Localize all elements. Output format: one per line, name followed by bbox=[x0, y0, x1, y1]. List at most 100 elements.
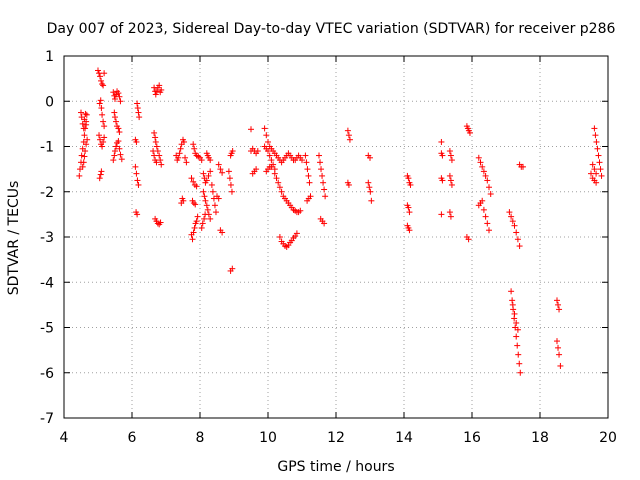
data-point bbox=[176, 150, 183, 157]
data-point bbox=[189, 236, 196, 243]
data-point bbox=[303, 159, 310, 166]
data-point bbox=[511, 222, 518, 229]
data-point bbox=[346, 136, 353, 143]
data-point bbox=[447, 213, 454, 220]
data-point bbox=[181, 138, 188, 145]
data-point bbox=[112, 114, 118, 121]
data-point bbox=[219, 229, 226, 236]
data-point bbox=[302, 152, 309, 159]
data-point bbox=[254, 148, 261, 155]
data-point bbox=[321, 186, 328, 193]
data-point bbox=[405, 204, 412, 211]
data-point bbox=[132, 163, 139, 170]
data-point bbox=[212, 209, 219, 216]
data-point bbox=[150, 148, 157, 155]
data-point bbox=[157, 157, 164, 164]
data-point bbox=[516, 243, 523, 250]
data-point bbox=[205, 172, 212, 179]
data-point bbox=[406, 227, 413, 234]
y-tick-label: -3 bbox=[40, 230, 54, 246]
data-point bbox=[275, 179, 282, 186]
data-point bbox=[191, 224, 198, 231]
data-point bbox=[447, 152, 454, 159]
data-point bbox=[320, 179, 327, 186]
data-point bbox=[78, 152, 85, 159]
data-point bbox=[117, 151, 124, 158]
data-point bbox=[133, 138, 140, 145]
data-point bbox=[368, 197, 375, 204]
data-point bbox=[98, 168, 105, 175]
data-point bbox=[101, 70, 108, 77]
data-point bbox=[345, 132, 352, 139]
data-point bbox=[100, 118, 107, 125]
data-point bbox=[79, 120, 86, 127]
data-point bbox=[96, 100, 103, 107]
data-point bbox=[133, 170, 140, 177]
data-point bbox=[406, 209, 413, 216]
data-point bbox=[97, 73, 104, 80]
data-point bbox=[194, 213, 201, 220]
data-point bbox=[318, 166, 325, 173]
data-point bbox=[304, 166, 311, 173]
data-point bbox=[190, 178, 197, 185]
data-point bbox=[554, 297, 560, 304]
data-point bbox=[113, 118, 120, 125]
data-point bbox=[153, 88, 160, 95]
data-point bbox=[201, 215, 208, 222]
data-point bbox=[207, 157, 214, 164]
data-point bbox=[96, 70, 103, 77]
data-point bbox=[439, 177, 446, 184]
data-point bbox=[80, 125, 87, 132]
data-point bbox=[211, 202, 218, 209]
data-point bbox=[190, 200, 197, 207]
data-point bbox=[226, 175, 233, 182]
x-axis-label: GPS time / hours bbox=[277, 459, 394, 475]
data-point bbox=[438, 211, 445, 218]
data-point bbox=[268, 163, 275, 170]
data-point bbox=[81, 132, 88, 139]
x-tick-label: 20 bbox=[599, 430, 617, 446]
y-tick-label: -1 bbox=[40, 140, 54, 156]
data-point bbox=[506, 209, 513, 216]
data-point bbox=[598, 172, 605, 179]
data-point bbox=[511, 310, 518, 317]
data-point bbox=[180, 197, 187, 204]
data-point bbox=[593, 170, 600, 177]
data-point bbox=[438, 138, 445, 145]
data-point bbox=[475, 154, 482, 161]
data-point bbox=[112, 95, 118, 102]
data-point bbox=[514, 236, 521, 243]
data-point bbox=[136, 114, 143, 121]
data-point bbox=[97, 171, 104, 178]
x-tick-label: 12 bbox=[327, 430, 345, 446]
data-point bbox=[96, 132, 103, 139]
y-tick-label: -4 bbox=[40, 275, 54, 291]
data-point bbox=[99, 81, 106, 88]
data-point bbox=[477, 159, 484, 166]
data-point bbox=[227, 181, 234, 188]
data-point bbox=[209, 188, 216, 195]
data-point bbox=[319, 172, 326, 179]
data-point bbox=[514, 342, 521, 349]
data-point bbox=[261, 125, 268, 132]
data-point bbox=[207, 168, 214, 175]
data-point bbox=[217, 166, 224, 173]
data-point bbox=[193, 183, 200, 190]
data-points bbox=[76, 67, 605, 376]
data-point bbox=[151, 129, 158, 136]
data-point bbox=[446, 209, 453, 216]
data-point bbox=[556, 351, 563, 358]
data-point bbox=[266, 152, 273, 159]
data-point bbox=[229, 265, 236, 272]
data-point bbox=[297, 207, 304, 214]
data-point bbox=[154, 220, 161, 227]
data-point bbox=[228, 188, 235, 195]
x-tick-label: 4 bbox=[60, 430, 69, 446]
data-point bbox=[555, 301, 562, 308]
x-tick-label: 18 bbox=[531, 430, 549, 446]
data-point bbox=[593, 138, 600, 145]
data-point bbox=[95, 67, 101, 74]
data-point bbox=[158, 161, 165, 168]
grid bbox=[64, 56, 608, 418]
